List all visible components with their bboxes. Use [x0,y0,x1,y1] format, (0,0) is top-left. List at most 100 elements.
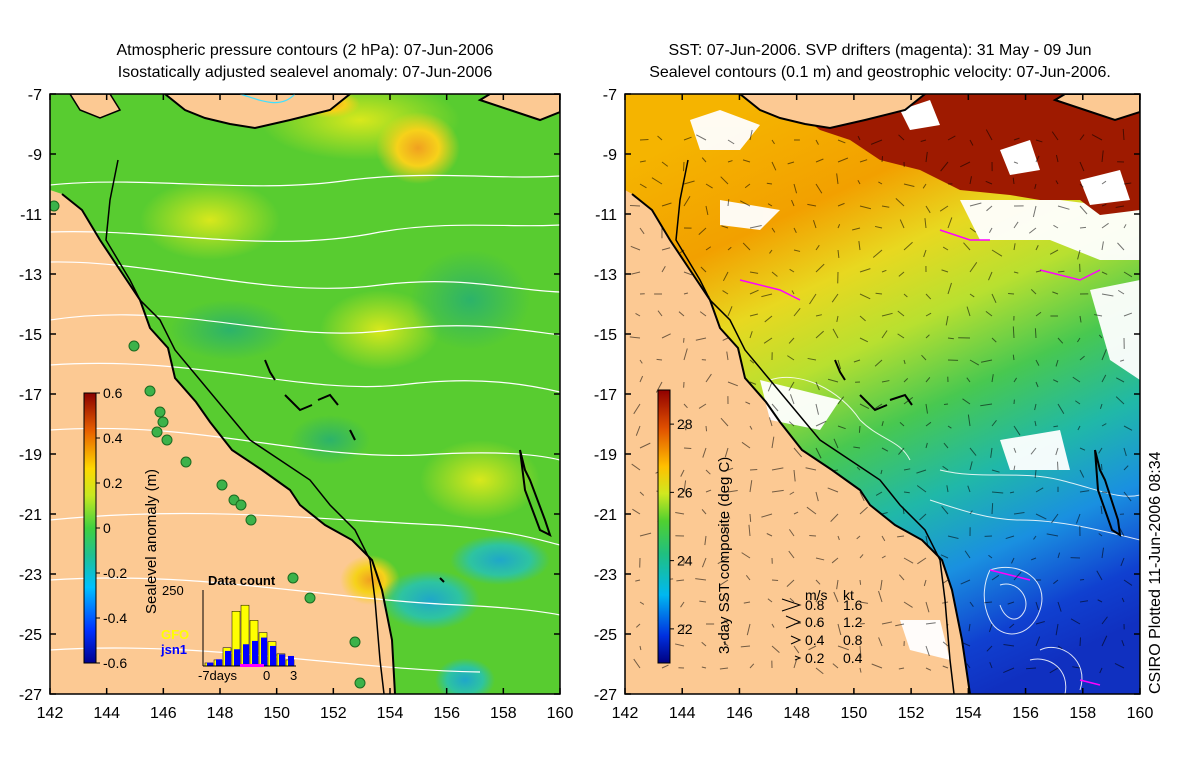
velocity-arrow [1101,349,1107,361]
jsn1-bar [270,645,276,666]
velocity-arrow [1115,396,1125,405]
velocity-arrow [837,249,840,258]
velocity-arrow [651,177,663,185]
velocity-arrow [655,381,663,393]
velocity-arrow [903,378,909,383]
velocity-arrow [859,159,868,163]
velocity-arrow [837,396,845,405]
velocity-arrow [789,394,795,405]
velocity-arrow [1079,490,1090,493]
velocity-arrow [701,557,707,568]
velocity-arrow [639,645,642,651]
velocity-arrow [943,403,949,406]
velocity-arrow [1079,600,1089,603]
velocity-arrow [1117,242,1125,251]
velocity-arrow [815,183,823,194]
velocity-arrow [1035,270,1042,273]
velocity-arrow [969,227,977,233]
x-tick-label: 156 [433,705,460,722]
velocity-arrow [1046,533,1059,537]
velocity-arrow [1123,224,1127,229]
velocity-arrow [661,265,666,273]
velocity-arrow [916,469,927,474]
velocity-arrow [991,491,1004,494]
velocity-arrow [1077,337,1081,343]
velocity-arrow [741,441,751,449]
velocity-arrow [788,550,795,559]
velocity-arrow [991,469,1000,473]
velocity-arrow [903,359,906,365]
velocity-arrow [1099,667,1103,674]
velocity-arrow [832,469,839,472]
velocity-arrow [742,159,751,163]
velocity-arrow [925,377,931,383]
velocity-arrow [815,420,827,427]
velocity-arrow [989,662,993,669]
velocity-arrow [947,135,956,141]
x-tick-label: 144 [669,705,696,722]
velocity-arrow [633,403,641,415]
velocity-arrow [683,195,691,207]
x-tick-label: 146 [726,705,753,722]
velocity-arrow [815,579,821,585]
velocity-arrow [661,161,669,167]
velocity-arrow [836,315,839,323]
velocity-arrow [1030,289,1037,295]
velocity-arrow [1070,618,1081,625]
y-tick-label: -25 [19,627,42,644]
velocity-arrow [945,315,949,326]
velocity-arrow [727,160,733,163]
shelf-contour [105,159,385,694]
velocity-arrow [1123,465,1129,471]
velocity-arrow [1032,205,1037,218]
velocity-arrow [925,403,928,414]
jsn1-bar [288,655,294,666]
velocity-arrow [942,641,949,647]
y-tick-label: -17 [594,387,617,404]
velocity-arrow [727,199,730,207]
velocity-arrow [749,425,753,430]
velocity-arrow [874,359,883,367]
velocity-arrow [705,293,710,298]
velocity-arrow [698,403,707,409]
velocity-arrow [1123,425,1133,431]
velocity-arrow [745,575,751,581]
velocity-arrow [925,601,930,613]
velocity-arrow [766,182,773,185]
left-map [50,94,560,694]
velocity-kt-3: 0.4 [843,650,863,666]
velocity-arrow [923,579,927,587]
velocity-arrow-1 [785,615,802,629]
velocity-arrow [787,161,795,165]
velocity-arrow [946,623,949,629]
velocity-arrow [833,438,839,449]
velocity-arrow [699,311,707,317]
velocity-arrow [1072,666,1081,669]
velocity-arrow [1057,552,1061,559]
velocity-arrow [705,205,709,216]
velocity-arrow [925,622,936,625]
velocity-ms-1: 0.6 [805,614,825,630]
velocity-arrow [966,377,971,383]
velocity-arrow [852,227,861,231]
velocity-arrow [788,529,795,537]
velocity-arrow [635,623,641,628]
velocity-arrow [881,535,886,542]
y-tick-label: -7 [28,87,42,104]
velocity-arrow [903,241,913,251]
velocity-arrow [1009,491,1015,494]
velocity-arrow [942,601,949,604]
velocity-arrow [837,223,841,229]
velocity-arrow [727,513,731,519]
velocity-arrow [880,579,883,591]
x-tick-label: 160 [547,705,574,722]
velocity-arrow [1123,579,1133,586]
velocity-arrow [744,183,751,189]
velocity-arrow [991,374,994,383]
velocity-arrow [661,333,671,339]
velocity-arrow [980,359,993,363]
velocity-arrow [1053,579,1059,585]
velocity-arrow [940,554,949,559]
velocity-arrow [683,348,688,361]
velocity-arrow [1055,447,1059,456]
